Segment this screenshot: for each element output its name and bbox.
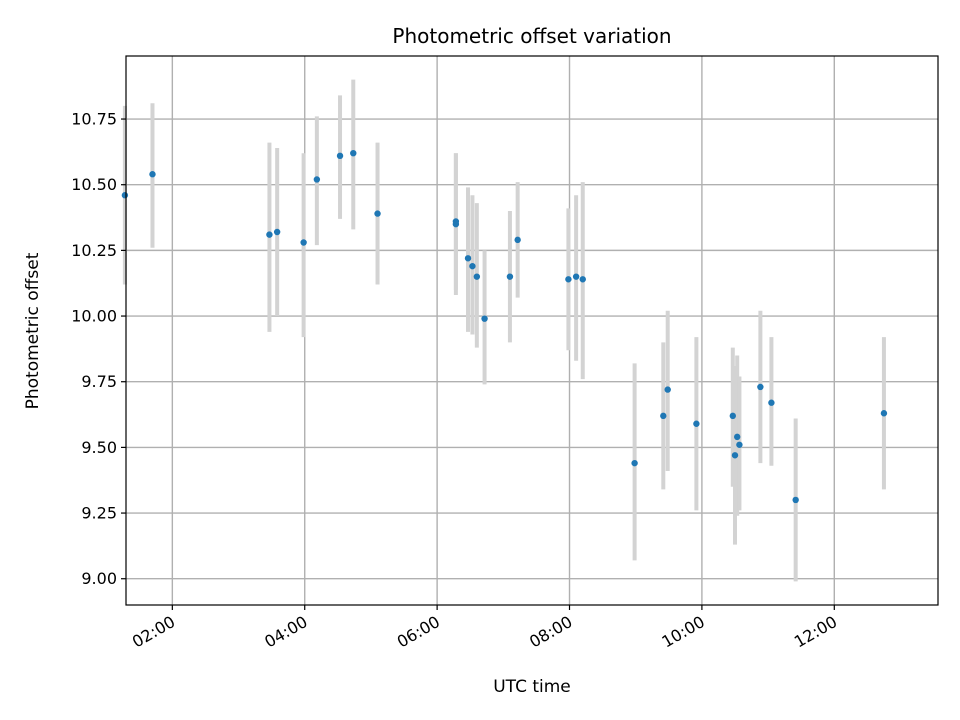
data-point bbox=[266, 231, 273, 238]
data-point bbox=[693, 420, 700, 427]
data-point bbox=[736, 441, 743, 448]
y-axis-label: Photometric offset bbox=[23, 252, 43, 409]
data-point bbox=[660, 412, 667, 420]
data-point bbox=[734, 433, 741, 441]
y-tick-label: 9.50 bbox=[81, 438, 117, 457]
data-point bbox=[579, 276, 586, 283]
x-tick-label: 06:00 bbox=[394, 612, 443, 652]
data-point bbox=[121, 192, 129, 199]
data-point bbox=[729, 412, 736, 420]
data-point bbox=[631, 459, 638, 467]
data-point bbox=[149, 171, 156, 178]
data-point bbox=[664, 386, 671, 393]
data-point bbox=[464, 255, 472, 262]
y-tick-label: 10.25 bbox=[71, 241, 117, 260]
x-tick-label: 12:00 bbox=[791, 612, 840, 652]
y-tick-label: 10.75 bbox=[71, 110, 117, 129]
data-point bbox=[768, 399, 775, 406]
chart-title: Photometric offset variation bbox=[392, 24, 671, 48]
plot-frame bbox=[125, 55, 939, 606]
data-point bbox=[514, 236, 521, 244]
y-tick-label: 9.00 bbox=[81, 569, 117, 588]
data-point bbox=[880, 410, 888, 417]
y-tick-label: 9.75 bbox=[81, 372, 117, 391]
data-point bbox=[313, 176, 321, 183]
data-point bbox=[469, 262, 476, 270]
y-tick-label: 10.00 bbox=[71, 307, 117, 326]
data-point bbox=[300, 239, 307, 246]
x-axis-label: UTC time bbox=[493, 677, 571, 697]
data-point bbox=[731, 452, 739, 459]
x-tick-label: 02:00 bbox=[129, 612, 178, 652]
x-axis: 02:00 04:00 06:00 08:00 10:00 12:00 bbox=[129, 605, 840, 652]
y-tick-label: 9.25 bbox=[81, 504, 117, 523]
data-point bbox=[565, 276, 572, 283]
grid bbox=[126, 56, 938, 605]
error-bars bbox=[122, 79, 886, 582]
data-point bbox=[336, 152, 344, 160]
data-point bbox=[452, 220, 460, 228]
y-axis: 9.00 9.25 9.50 9.75 10.00 10.25 10.50 10.75 bbox=[71, 110, 126, 588]
data-point bbox=[572, 273, 580, 280]
x-tick-label: 08:00 bbox=[526, 612, 575, 652]
x-tick-label: 10:00 bbox=[658, 612, 707, 652]
x-tick-label: 04:00 bbox=[261, 612, 310, 652]
data-point bbox=[506, 273, 514, 280]
data-point bbox=[273, 228, 281, 236]
data-point bbox=[350, 149, 357, 157]
data-point bbox=[473, 273, 481, 280]
data-point bbox=[374, 210, 381, 217]
data-point bbox=[757, 383, 764, 391]
y-tick-label: 10.50 bbox=[71, 175, 117, 194]
data-point bbox=[792, 496, 799, 504]
data-point bbox=[481, 315, 488, 322]
